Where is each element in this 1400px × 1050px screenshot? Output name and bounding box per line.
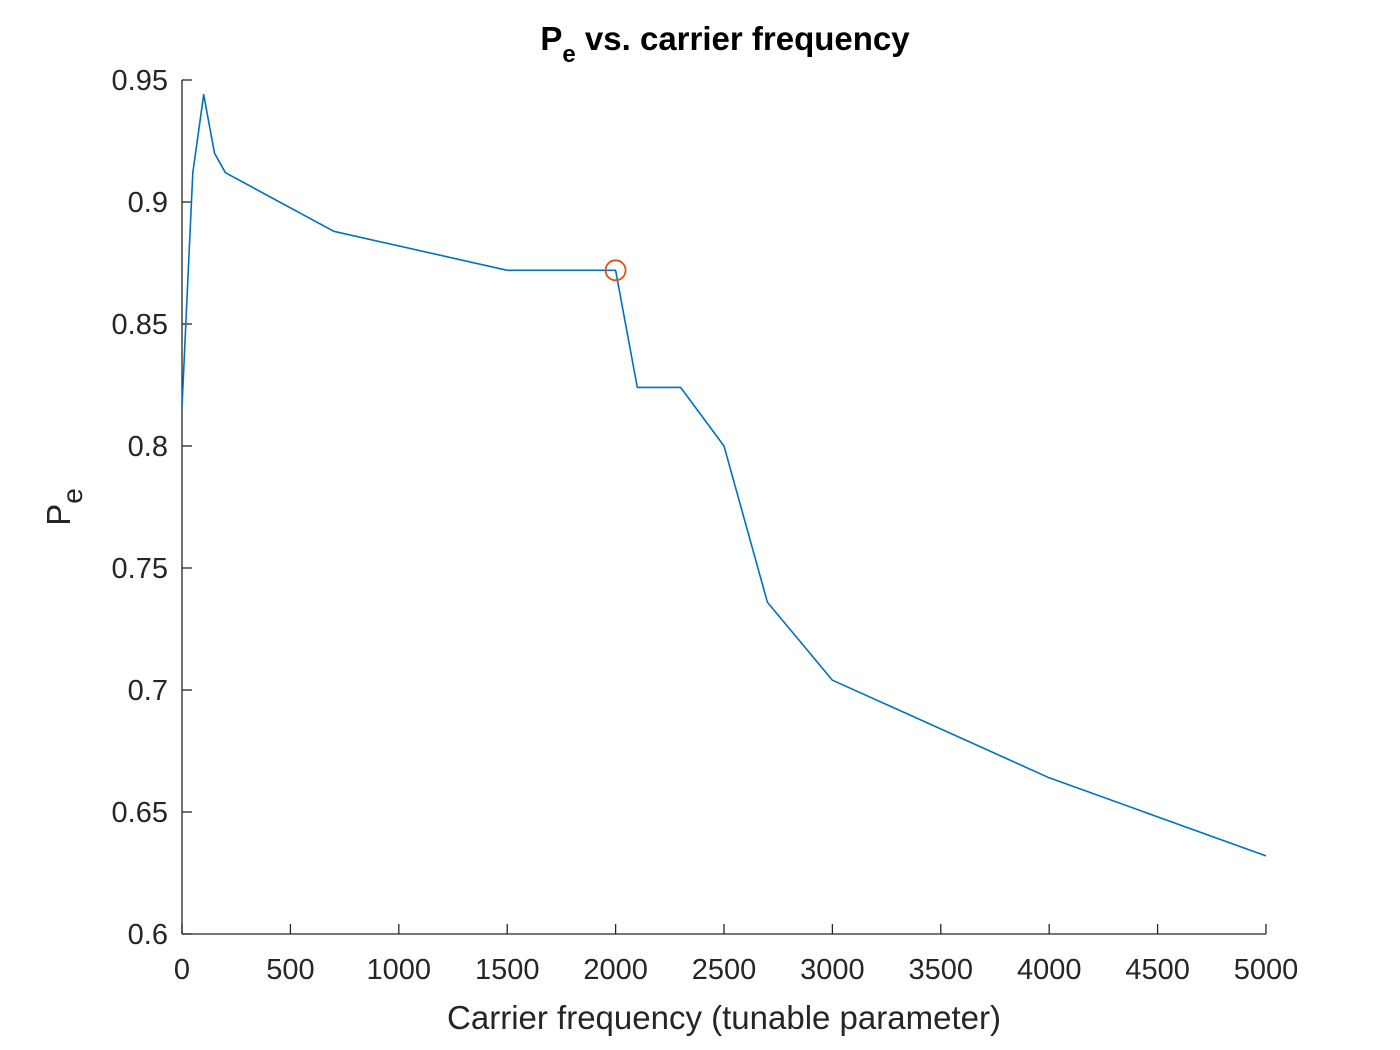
series-layer [181,93,1267,857]
x-tick-label: 2000 [583,954,648,986]
y-tick-label: 0.8 [128,431,168,463]
x-tick-label: 4000 [1017,954,1082,986]
x-axis-label: Carrier frequency (tunable parameter) [447,999,1001,1036]
highlight-marker [604,259,627,282]
y-tick-label: 0.85 [112,309,168,341]
x-tick-label: 4500 [1125,954,1190,986]
y-axis-label: Pe [40,488,88,526]
chart-title-rest: vs. carrier frequency [576,20,910,57]
y-axis-label-subscript: e [57,488,88,504]
x-tick-label: 2500 [692,954,757,986]
chart-title: Pe vs. carrier frequency [540,20,910,68]
y-tick-label: 0.6 [128,919,168,951]
chart-title-subscript: e [562,41,575,68]
y-tick-label: 0.7 [128,675,168,707]
x-axis-ticks: 0 500 1000 1500 2000 2500 3000 3500 4000 4500 5000 [174,924,1298,986]
x-tick-label: 500 [266,954,314,986]
x-tick-label: 3000 [800,954,865,986]
x-tick-label: 0 [174,954,190,986]
series-line [181,93,1267,857]
x-tick-label: 1000 [367,954,432,986]
x-tick-label: 1500 [475,954,540,986]
y-axis-ticks: 0.6 0.65 0.7 0.75 0.8 0.85 0.9 0.95 [112,65,192,951]
y-tick-label: 0.75 [112,553,168,585]
plot-area: 0 500 1000 1500 2000 2500 3000 3500 4000 4500 5000… [112,65,1299,986]
y-tick-label: 0.9 [128,187,168,219]
chart-title-main: P [540,20,562,57]
y-tick-label: 0.65 [112,797,168,829]
x-tick-label: 3500 [909,954,974,986]
marker-layer [604,259,627,282]
y-tick-label: 0.95 [112,65,168,97]
x-tick-label: 5000 [1234,954,1299,986]
y-axis-label-main: P [40,504,77,526]
